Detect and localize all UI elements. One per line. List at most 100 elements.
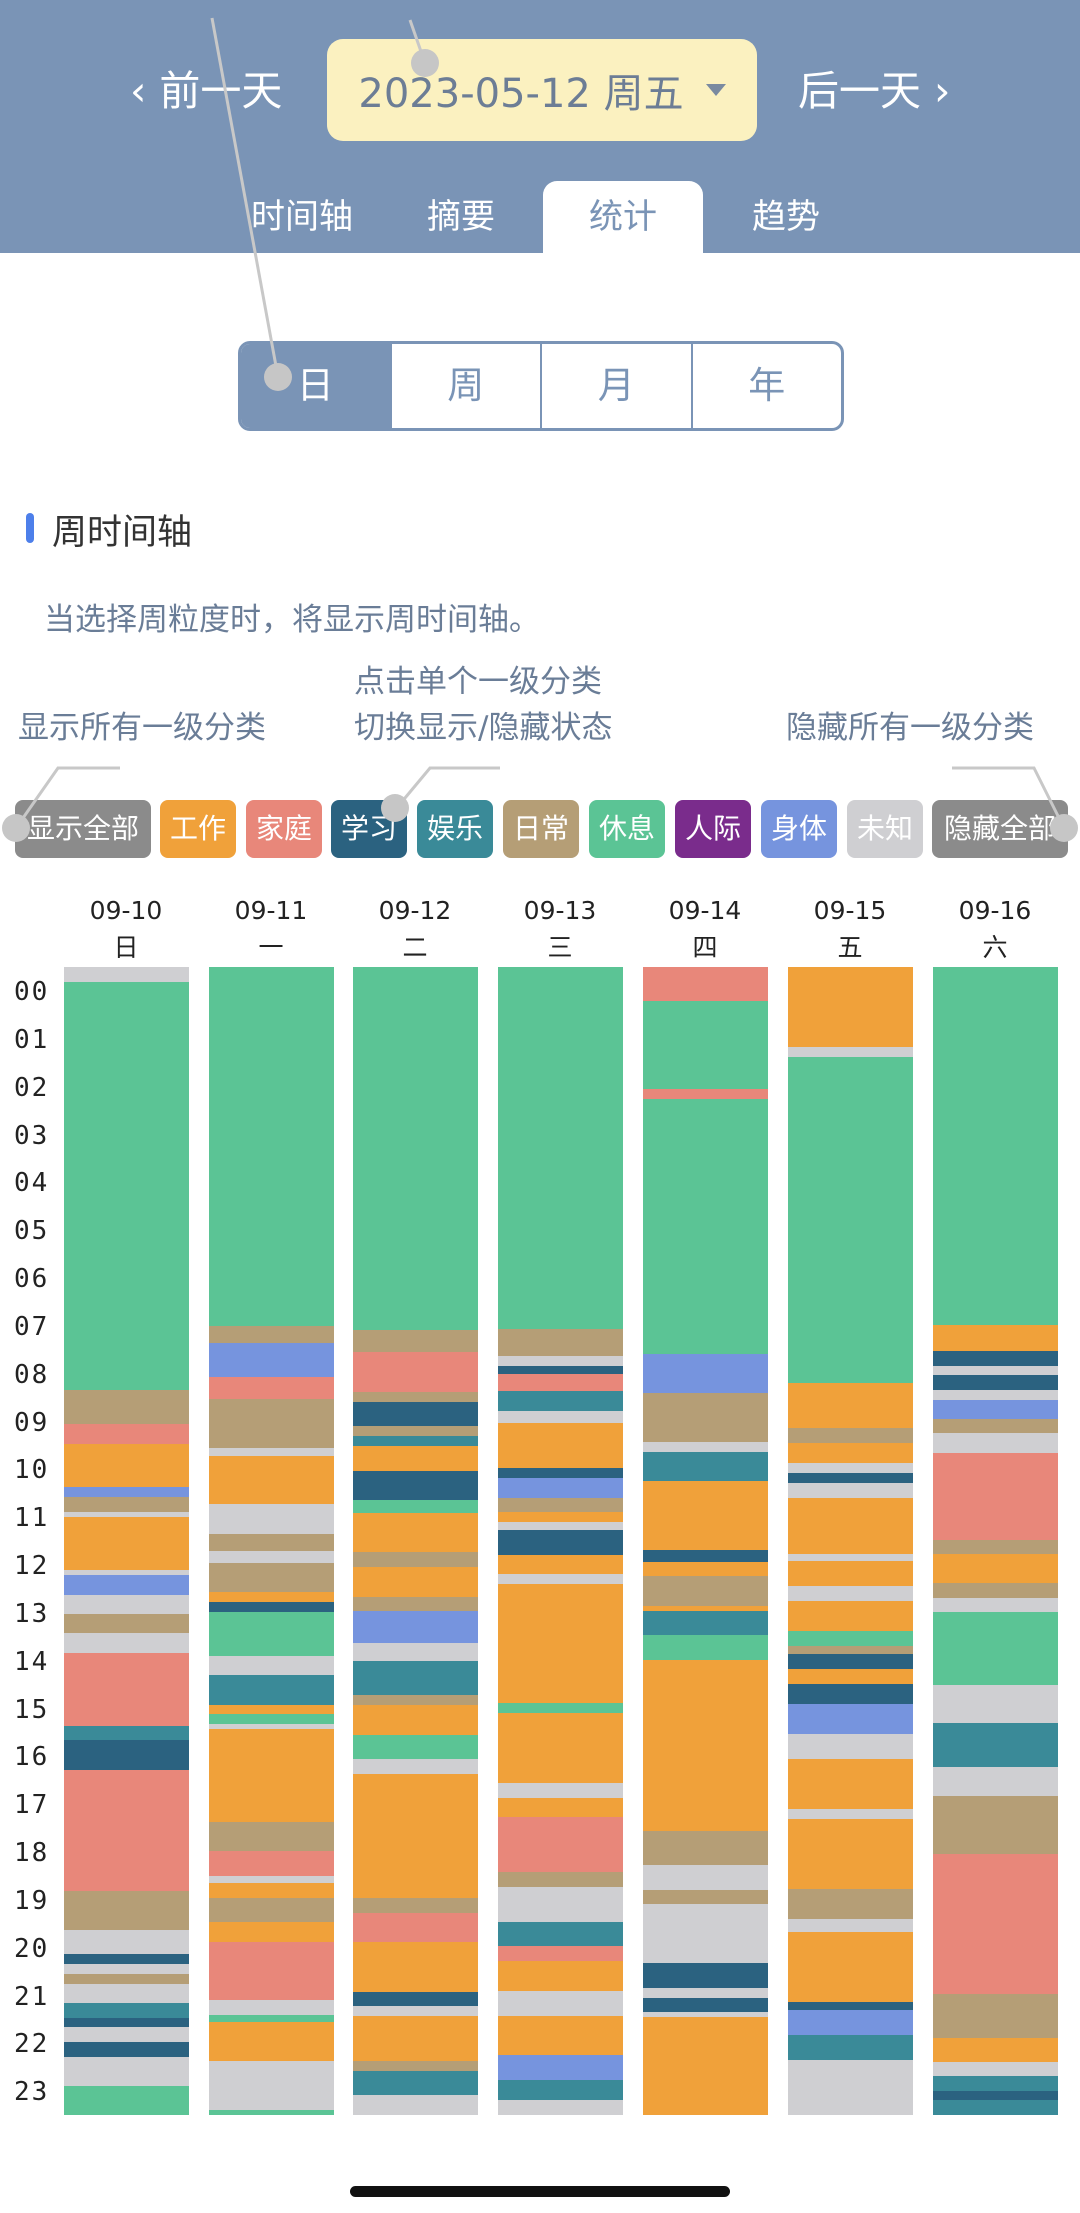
timeline-segment-rest[interactable] <box>498 967 623 1330</box>
chip-daily[interactable]: 日常 <box>503 800 579 858</box>
timeline-segment-ent[interactable] <box>788 2034 913 2061</box>
timeline-segment-ent[interactable] <box>209 1675 334 1706</box>
day-column[interactable] <box>353 967 478 2116</box>
timeline-segment-unknown[interactable] <box>209 1655 334 1676</box>
timeline-segment-unknown[interactable] <box>933 1684 1058 1724</box>
timeline-segment-daily[interactable] <box>209 1821 334 1852</box>
timeline-segment-unknown[interactable] <box>498 1886 623 1923</box>
timeline-segment-family[interactable] <box>353 1352 478 1393</box>
timeline-segment-work[interactable] <box>643 1605 768 1612</box>
timeline-segment-rest[interactable] <box>353 1500 478 1514</box>
timeline-segment-ent[interactable] <box>933 2100 1058 2116</box>
timeline-segment-body[interactable] <box>788 1703 913 1735</box>
timeline-segment-unknown[interactable] <box>209 2061 334 2111</box>
timeline-segment-daily[interactable] <box>643 1576 768 1607</box>
timeline-segment-work[interactable] <box>64 1443 189 1488</box>
chip-rest[interactable]: 休息 <box>589 800 665 858</box>
day-column[interactable] <box>498 967 623 2116</box>
timeline-segment-family[interactable] <box>498 1373 623 1392</box>
timeline-segment-work[interactable] <box>498 1423 623 1469</box>
day-column[interactable] <box>933 967 1058 2116</box>
timeline-segment-study[interactable] <box>64 2042 189 2058</box>
timeline-segment-ent[interactable] <box>643 1610 768 1636</box>
timeline-segment-work[interactable] <box>64 1516 189 1571</box>
granularity-year[interactable]: 年 <box>690 344 842 428</box>
timeline-segment-unknown[interactable] <box>209 1875 334 1884</box>
timeline-segment-work[interactable] <box>498 1554 623 1575</box>
timeline-segment-work[interactable] <box>498 1584 623 1704</box>
timeline-segment-ent[interactable] <box>498 1390 623 1412</box>
timeline-segment-unknown[interactable] <box>353 2006 478 2017</box>
timeline-segment-unknown[interactable] <box>933 2061 1058 2077</box>
timeline-segment-daily[interactable] <box>353 1391 478 1402</box>
timeline-segment-unknown[interactable] <box>209 1448 334 1456</box>
timeline-segment-daily[interactable] <box>933 1994 1058 2039</box>
timeline-segment-study[interactable] <box>353 1470 478 1501</box>
chip-work[interactable]: 工作 <box>160 800 236 858</box>
timeline-segment-rest[interactable] <box>209 1611 334 1657</box>
timeline-segment-work[interactable] <box>209 1592 334 1603</box>
timeline-segment-rest[interactable] <box>643 1099 768 1355</box>
timeline-segment-daily[interactable] <box>64 1973 189 1985</box>
timeline-segment-unknown[interactable] <box>933 1365 1058 1376</box>
timeline-segment-family[interactable] <box>209 1377 334 1400</box>
timeline-segment-unknown[interactable] <box>64 2056 189 2087</box>
timeline-segment-work[interactable] <box>788 1932 913 2003</box>
timeline-segment-daily[interactable] <box>64 1390 189 1425</box>
timeline-segment-unknown[interactable] <box>498 1356 623 1367</box>
timeline-segment-work[interactable] <box>643 2017 768 2116</box>
timeline-segment-work[interactable] <box>788 967 913 1048</box>
timeline-segment-daily[interactable] <box>353 1329 478 1353</box>
timeline-segment-body[interactable] <box>64 1575 189 1595</box>
day-column[interactable] <box>788 967 913 2116</box>
timeline-segment-ent[interactable] <box>643 1451 768 1482</box>
timeline-segment-work[interactable] <box>933 2037 1058 2063</box>
tab-timeline[interactable]: 时间轴 <box>251 197 353 237</box>
chip-family[interactable]: 家庭 <box>246 800 322 858</box>
timeline-segment-work[interactable] <box>788 1443 913 1464</box>
timeline-segment-body[interactable] <box>353 1611 478 1644</box>
timeline-segment-daily[interactable] <box>498 1872 623 1888</box>
timeline-segment-daily[interactable] <box>353 1695 478 1706</box>
timeline-segment-rest[interactable] <box>209 967 334 1327</box>
timeline-segment-rest[interactable] <box>498 1703 623 1714</box>
chip-body[interactable]: 身体 <box>761 800 837 858</box>
tab-summary[interactable]: 摘要 <box>427 197 495 237</box>
timeline-segment-daily[interactable] <box>933 1795 1058 1855</box>
timeline-segment-study[interactable] <box>788 1653 913 1670</box>
day-column[interactable] <box>643 967 768 2116</box>
timeline-segment-work[interactable] <box>788 1498 913 1555</box>
timeline-segment-unknown[interactable] <box>788 1047 913 1058</box>
timeline-segment-unknown[interactable] <box>933 1766 1058 1797</box>
timeline-segment-body[interactable] <box>209 1343 334 1378</box>
timeline-segment-unknown[interactable] <box>788 1553 913 1562</box>
timeline-segment-work[interactable] <box>353 1445 478 1472</box>
timeline-segment-unknown[interactable] <box>788 2059 913 2116</box>
timeline-segment-unknown[interactable] <box>788 1734 913 1760</box>
timeline-segment-study[interactable] <box>788 2002 913 2011</box>
timeline-segment-family[interactable] <box>643 1089 768 1100</box>
timeline-segment-unknown[interactable] <box>353 1759 478 1775</box>
granularity-month[interactable]: 月 <box>540 344 691 428</box>
timeline-segment-daily[interactable] <box>64 1497 189 1513</box>
timeline-segment-work[interactable] <box>498 1797 623 1818</box>
timeline-segment-work[interactable] <box>498 2015 623 2056</box>
timeline-segment-work[interactable] <box>643 1481 768 1551</box>
granularity-day[interactable]: 日 <box>241 344 390 428</box>
timeline-segment-rest[interactable] <box>64 2085 189 2116</box>
timeline-segment-daily[interactable] <box>353 2060 478 2072</box>
timeline-segment-daily[interactable] <box>209 1562 334 1593</box>
timeline-segment-unknown[interactable] <box>64 1511 189 1518</box>
timeline-segment-unknown[interactable] <box>353 2095 478 2116</box>
timeline-segment-daily[interactable] <box>643 1889 768 1905</box>
timeline-segment-work[interactable] <box>788 1383 913 1429</box>
timeline-segment-rest[interactable] <box>209 2014 334 2023</box>
timeline-segment-unknown[interactable] <box>498 1782 623 1799</box>
timeline-segment-unknown[interactable] <box>498 2100 623 2116</box>
timeline-segment-unknown[interactable] <box>643 1865 768 1891</box>
timeline-segment-unknown[interactable] <box>353 1643 478 1662</box>
timeline-segment-study[interactable] <box>64 1954 189 1965</box>
chip-hide-all[interactable]: 隐藏全部 <box>932 800 1068 858</box>
timeline-segment-unknown[interactable] <box>64 1983 189 2004</box>
timeline-segment-rest[interactable] <box>933 1612 1058 1686</box>
